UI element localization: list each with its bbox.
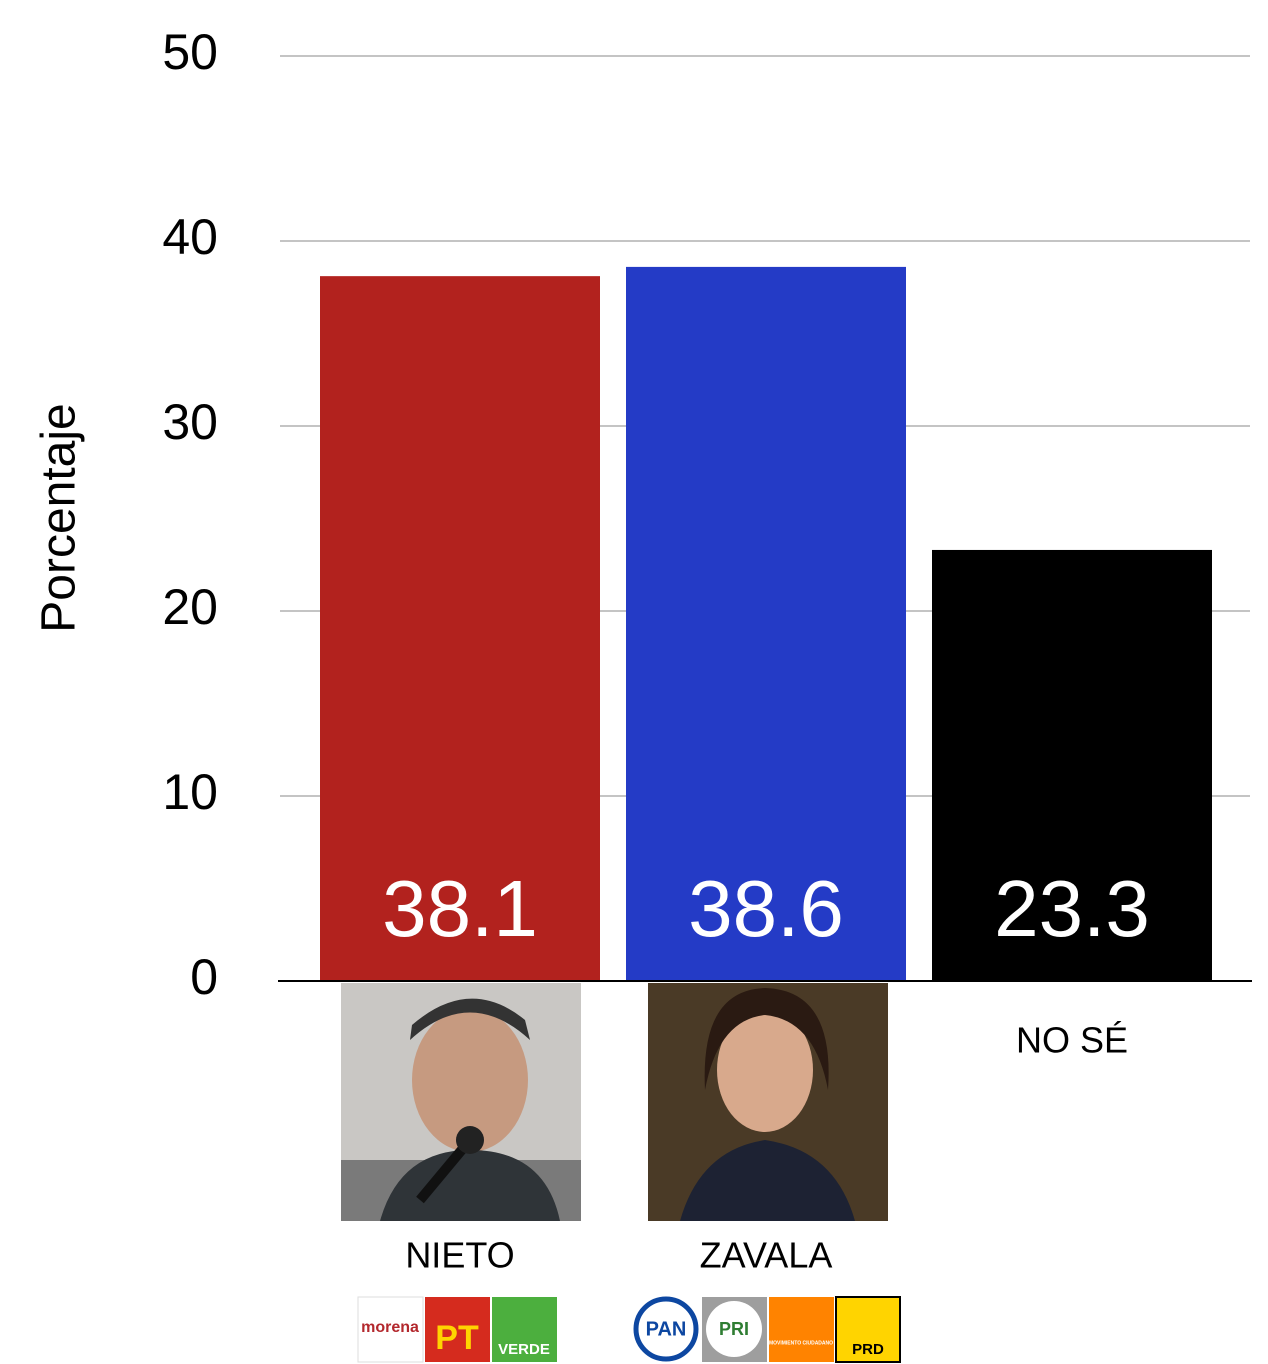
value-label: 23.3: [994, 864, 1150, 953]
logo-text: VERDE: [498, 1341, 550, 1358]
y-tick-label: 40: [162, 209, 218, 265]
logo-text: PRD: [852, 1341, 884, 1358]
x-tick-label: NO SÉ: [1016, 1020, 1128, 1061]
logo-text: PAN: [646, 1318, 687, 1340]
y-tick-label: 50: [162, 24, 218, 80]
bar: [932, 549, 1212, 981]
x-tick-label: NIETO: [405, 1235, 514, 1276]
y-tick-label: 30: [162, 394, 218, 450]
logos-nieto: morena PT VERDE: [357, 1296, 557, 1363]
bar: [626, 266, 906, 981]
y-axis-label: Porcentaje: [33, 403, 86, 632]
y-tick-label: 0: [190, 949, 218, 1005]
logo-text: MOVIMIENTO CIUDADANO: [769, 1340, 833, 1346]
bars: [320, 266, 1212, 981]
value-label: 38.6: [688, 864, 844, 953]
logo-text: PT: [435, 1319, 479, 1357]
value-label: 38.1: [382, 864, 538, 953]
photo-nieto: [341, 983, 581, 1221]
logo-text: PRI: [719, 1319, 749, 1339]
logo-text: morena: [361, 1319, 419, 1336]
y-tick-label: 10: [162, 764, 218, 820]
y-tick-label: 20: [162, 579, 218, 635]
photo-zavala: [648, 983, 888, 1221]
bar: [320, 276, 600, 981]
logos-zavala: PAN PRI MOVIMIENTO CIUDADANO PRD: [633, 1296, 901, 1363]
x-tick-label: ZAVALA: [700, 1235, 833, 1276]
